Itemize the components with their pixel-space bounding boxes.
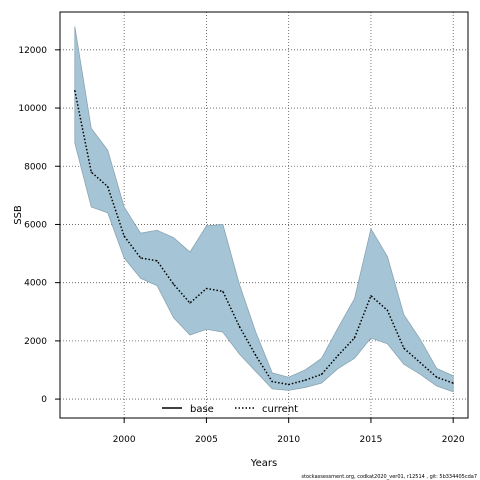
series-lines bbox=[74, 89, 454, 386]
x-tick-label: 2015 bbox=[359, 435, 382, 445]
data-point-current bbox=[255, 354, 257, 357]
footer-text: stockassessment.org, codkat2020_ver01, r… bbox=[301, 474, 477, 480]
data-point-current bbox=[107, 186, 109, 188]
confidence-band bbox=[74, 26, 454, 393]
data-point-current bbox=[238, 325, 240, 327]
data-point-current bbox=[304, 379, 306, 381]
legend-label-base: base bbox=[190, 404, 214, 415]
y-tick-label: 2000 bbox=[24, 337, 47, 347]
y-tick-label: 10000 bbox=[18, 104, 47, 114]
data-point-current bbox=[172, 283, 175, 285]
data-point-current bbox=[403, 347, 405, 349]
x-tick-label: 2010 bbox=[277, 435, 300, 445]
data-point-current bbox=[320, 373, 323, 375]
x-tick-label: 2000 bbox=[113, 435, 136, 445]
data-point-current bbox=[271, 381, 273, 383]
x-tick-label: 2020 bbox=[442, 435, 465, 445]
y-tick-label: 6000 bbox=[24, 220, 47, 230]
data-point-current bbox=[419, 362, 421, 364]
data-point-current bbox=[436, 376, 438, 378]
y-axis-label: SSB bbox=[13, 205, 24, 225]
y-tick-label: 0 bbox=[41, 395, 47, 405]
plot-frame bbox=[59, 11, 469, 419]
data-point-current bbox=[222, 290, 224, 292]
data-point-current bbox=[353, 337, 356, 339]
x-axis-label: Years bbox=[250, 458, 277, 469]
y-tick-label: 12000 bbox=[18, 46, 47, 56]
data-point-current bbox=[140, 257, 142, 259]
series-line-current bbox=[74, 90, 454, 386]
x-axis: 2000 2005 2010 2015 2020 bbox=[113, 418, 465, 445]
data-point-current bbox=[386, 309, 388, 311]
legend: base current bbox=[162, 404, 298, 415]
data-point-current bbox=[74, 89, 76, 92]
y-axis: 0 2000 4000 6000 8000 10000 12000 bbox=[18, 46, 60, 405]
data-point-current bbox=[452, 382, 454, 384]
data-point-current bbox=[123, 235, 125, 237]
data-point-current bbox=[189, 302, 191, 304]
confidence-band-area bbox=[74, 26, 454, 393]
data-point-current bbox=[90, 171, 92, 173]
x-tick-label: 2005 bbox=[195, 435, 218, 445]
y-tick-label: 4000 bbox=[24, 279, 47, 289]
data-point-current bbox=[288, 383, 290, 386]
data-point-current bbox=[205, 287, 208, 290]
y-tick-label: 8000 bbox=[24, 162, 47, 172]
data-point-current bbox=[156, 260, 158, 262]
legend-label-current: current bbox=[262, 404, 298, 415]
data-point-current bbox=[370, 295, 372, 297]
data-point-current bbox=[337, 354, 339, 357]
